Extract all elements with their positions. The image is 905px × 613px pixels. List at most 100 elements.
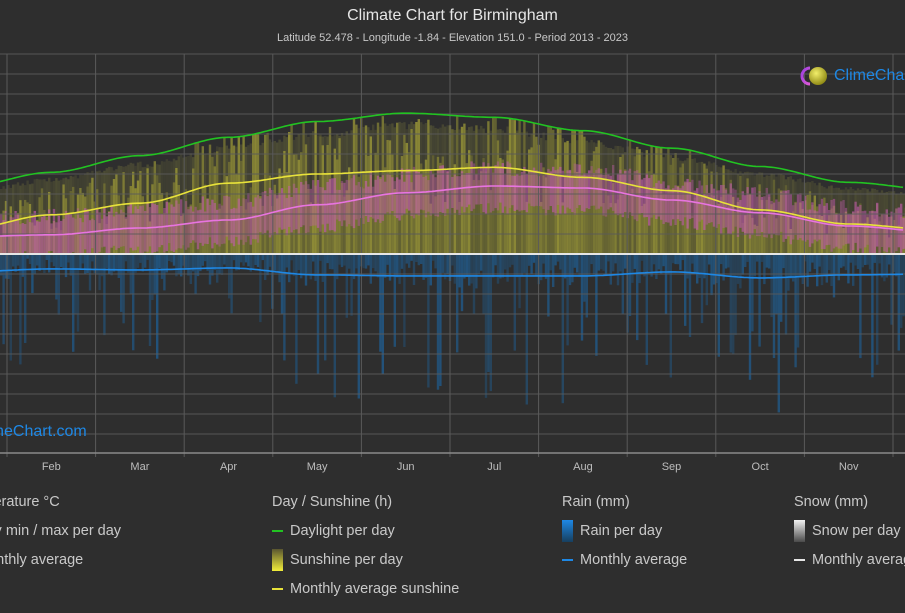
sunshine-day-bar: [643, 203, 646, 254]
temperature-day-bar: [112, 216, 116, 246]
daylight-day-bar: [640, 152, 644, 206]
rain-day-bar: [312, 254, 315, 262]
daylight-day-bar: [708, 161, 711, 198]
rain-day-bar: [424, 254, 428, 278]
rain-day-bar: [72, 254, 75, 352]
sunshine-day-bar: [633, 156, 636, 254]
daylight-day-bar: [26, 180, 29, 203]
daylight-day-bar: [808, 182, 812, 192]
temperature-day-bar: [804, 195, 807, 242]
daylight-day-bar: [177, 156, 180, 185]
climechart-logo[interactable]: ClimeChart: [796, 64, 905, 88]
daylight-day-bar: [151, 166, 154, 185]
rain-day-bar: [163, 254, 166, 291]
sunshine-day-bar: [228, 161, 231, 254]
daylight-day-bar: [604, 146, 608, 173]
rain-day-bar: [746, 254, 749, 262]
temperature-day-bar: [806, 209, 809, 240]
daylight-day-bar: [782, 175, 785, 193]
sunshine-day-bar: [237, 136, 240, 254]
daylight-day-bar: [369, 130, 372, 137]
daylight-day-bar: [86, 172, 89, 187]
rain-day-bar: [297, 254, 300, 270]
watermark[interactable]: ClimeChart.com: [0, 423, 87, 440]
rain-day-bar: [727, 254, 730, 268]
temperature-day-bar: [348, 180, 351, 225]
rain-day-bar: [698, 254, 701, 278]
sunshine-day-bar: [290, 124, 293, 255]
daylight-day-bar: [554, 139, 557, 160]
sunshine-day-bar: [7, 220, 10, 254]
rain-day-bar: [621, 254, 624, 315]
temperature-day-bar: [828, 210, 831, 245]
legend-heading: Day / Sunshine (h): [272, 494, 393, 510]
rain-day-bar: [511, 254, 514, 265]
sunshine-day-bar: [273, 184, 276, 254]
sunshine-day-bar: [604, 172, 608, 254]
temperature-day-bar: [763, 196, 766, 238]
rain-day-bar: [93, 254, 96, 274]
rain-day-bar: [254, 254, 257, 265]
daylight-day-bar: [136, 162, 140, 181]
daylight-day-bar: [784, 179, 788, 186]
sunshine-day-bar: [427, 119, 430, 254]
rain-day-bar: [559, 254, 562, 270]
rain-day-bar: [796, 254, 800, 348]
temperature-day-bar: [129, 202, 132, 248]
rain-day-bar: [806, 254, 809, 287]
rain-day-bar: [645, 254, 648, 365]
temperature-day-bar: [50, 223, 53, 251]
rain-day-bar: [717, 254, 720, 357]
sunshine-day-bar: [184, 188, 188, 254]
sunshine-day-bar: [573, 130, 576, 254]
legend-item: Daylight per day: [272, 522, 459, 551]
temperature-day-bar: [367, 186, 370, 222]
rain-day-bar: [823, 254, 826, 276]
temperature-day-bar: [808, 209, 812, 247]
sunshine-day-bar: [372, 195, 375, 254]
rain-day-bar: [400, 254, 404, 269]
temperature-day-bar: [357, 181, 360, 226]
rain-day-bar: [768, 254, 771, 269]
sunshine-day-bar: [307, 189, 310, 254]
daylight-day-bar: [830, 185, 833, 209]
rain-day-bar: [837, 254, 840, 281]
sunshine-day-bar: [240, 160, 243, 254]
rain-day-bar: [480, 254, 483, 271]
daylight-day-bar: [878, 192, 881, 222]
daylight-day-bar: [405, 129, 408, 143]
sunshine-day-bar: [192, 168, 195, 254]
rain-day-bar: [614, 254, 617, 264]
rain-day-bar: [456, 254, 459, 353]
legend-rain: Rain (mm) Rain per day Monthly average: [562, 493, 687, 580]
rain-day-bar: [628, 254, 632, 316]
temperature-day-bar: [883, 214, 886, 252]
rain-day-bar: [374, 254, 377, 272]
daylight-day-bar: [45, 181, 48, 217]
daylight-day-bar: [182, 157, 185, 214]
daylight-day-bar: [134, 165, 137, 189]
daylight-day-bar: [801, 182, 804, 209]
sunshine-day-bar: [446, 172, 449, 254]
temperature-day-bar: [559, 166, 562, 215]
rain-day-bar: [43, 254, 46, 274]
rain-day-bar: [458, 254, 461, 288]
temperature-day-bar: [566, 170, 569, 208]
daylight-day-bar: [501, 130, 504, 160]
temperature-day-bar: [276, 195, 279, 235]
rain-day-bar: [134, 254, 137, 273]
rain-day-bar: [220, 254, 224, 275]
legend-item: Rain per day: [562, 520, 687, 551]
chart-subtitle: Latitude 52.478 - Longitude -1.84 - Elev…: [276, 32, 629, 44]
daylight-day-bar: [67, 179, 70, 213]
rain-day-bar: [530, 254, 533, 274]
rain-day-bar: [736, 254, 740, 284]
rain-day-bar: [369, 254, 372, 284]
daylight-day-bar: [470, 126, 473, 156]
temperature-day-bar: [554, 170, 557, 216]
daylight-day-bar: [813, 183, 816, 196]
rain-day-bar: [830, 254, 833, 286]
temperature-day-bar: [182, 212, 185, 246]
legend-label: Sunshine per day: [290, 552, 403, 568]
legend-item: Monthly average sunshine: [272, 580, 459, 609]
